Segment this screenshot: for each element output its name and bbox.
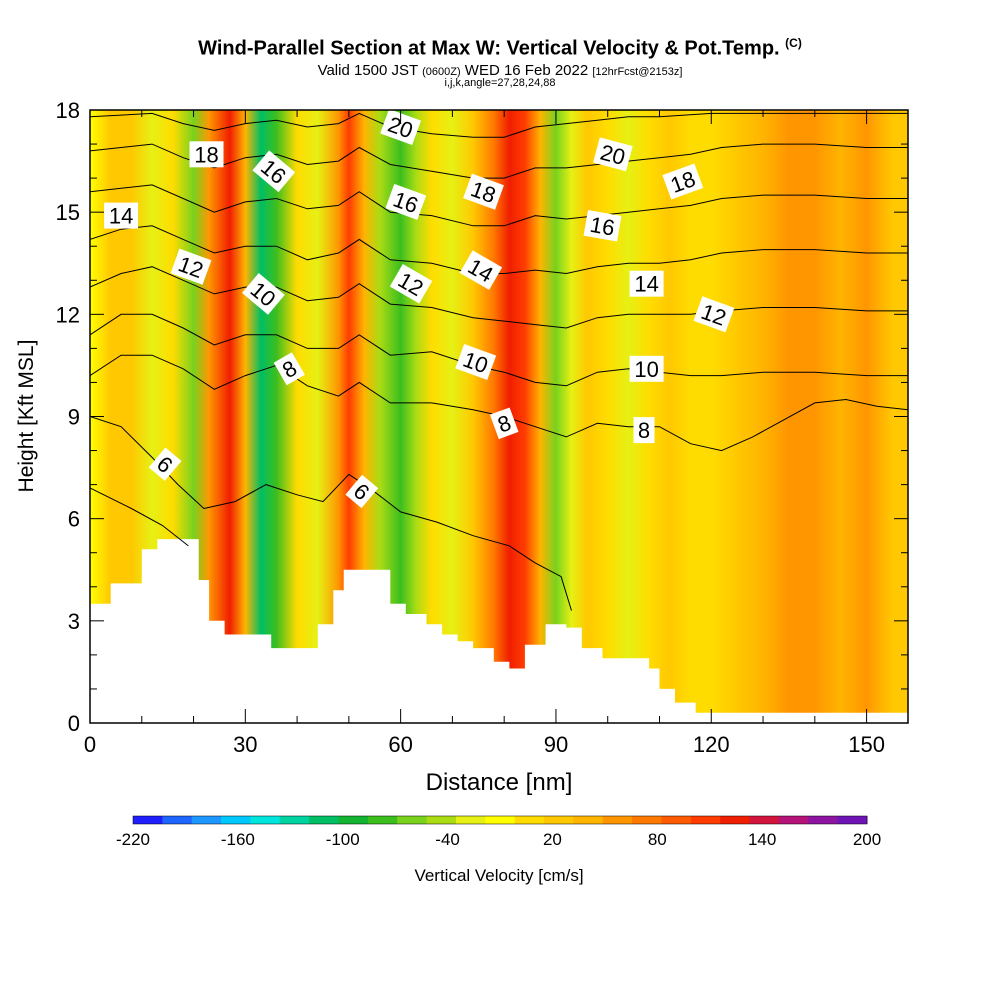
axis-ticks: 0 30 60 90 120 150 0 3 6 9 12 15 18 — [56, 98, 908, 757]
contour-label-text: 14 — [109, 204, 133, 229]
contour-label-20: 20 — [593, 137, 633, 172]
y-tick-label: 9 — [68, 405, 80, 430]
x-axis-label: Distance [nm] — [426, 769, 573, 796]
y-tick-label: 12 — [56, 302, 80, 327]
colorbar-swatch — [367, 816, 398, 824]
colorbar-swatch — [485, 816, 516, 824]
colorbar-tick-label: -160 — [221, 830, 255, 849]
colorbar-swatch — [778, 816, 809, 824]
title-suffix: (C) — [785, 36, 802, 50]
colorbar-swatch — [338, 816, 369, 824]
isentrope-16 — [90, 184, 908, 227]
y-tick-label: 6 — [68, 507, 80, 532]
chart-title: Wind-Parallel Section at Max W: Vertical… — [198, 36, 802, 60]
x-tick-label: 30 — [233, 732, 257, 757]
contour-label-text: 10 — [634, 357, 658, 382]
colorbar-swatch — [808, 816, 839, 824]
colorbar-swatch — [514, 816, 545, 824]
colorbar-swatch — [690, 816, 721, 824]
colorbar-tick-label: 20 — [543, 830, 562, 849]
isentrope-6 — [90, 416, 572, 611]
x-tick-label: 150 — [848, 732, 885, 757]
colorbar-tick-label: -220 — [116, 830, 150, 849]
colorbar-swatch — [191, 816, 222, 824]
x-tick-label: 0 — [84, 732, 96, 757]
isentrope-6 — [90, 487, 189, 547]
contour-label-18: 18 — [189, 141, 224, 168]
contour-label-8: 8 — [633, 417, 655, 444]
y-tick-label: 0 — [68, 711, 80, 736]
colorbar-swatch — [162, 816, 193, 824]
colorbar-swatch — [602, 816, 633, 824]
colorbar-label: Vertical Velocity [cm/s] — [414, 866, 583, 885]
y-tick-label: 3 — [68, 609, 80, 634]
x-tick-label: 90 — [544, 732, 568, 757]
contour-label-10: 10 — [629, 355, 664, 382]
contour-label-12: 12 — [170, 248, 212, 285]
contour-label-text: 14 — [634, 272, 658, 297]
colorbar-swatch — [426, 816, 457, 824]
colorbar-swatch — [221, 816, 251, 824]
colorbar-swatch — [133, 816, 163, 824]
colorbar-tick-label: -100 — [326, 830, 360, 849]
contour-label-14: 14 — [104, 202, 139, 229]
colorbar-swatch — [279, 816, 310, 824]
colorbar-swatch — [573, 816, 604, 824]
contour-label-8: 8 — [489, 407, 519, 440]
colorbar-tick-label: 140 — [748, 830, 776, 849]
colorbar-swatch — [661, 816, 692, 824]
contour-label-16: 16 — [583, 210, 622, 242]
colorbar-swatch — [397, 816, 428, 824]
contour-label-text: 8 — [638, 418, 650, 443]
chart-subtitle: Valid 1500 JST (0600Z) WED 16 Feb 2022 [… — [317, 62, 683, 79]
colorbar-swatch — [837, 816, 868, 824]
contour-label-14: 14 — [629, 270, 664, 297]
contour-label-8: 8 — [273, 352, 305, 386]
y-tick-label: 15 — [56, 200, 80, 225]
colorbar-swatch — [749, 816, 780, 824]
colorbar-swatch — [455, 816, 486, 824]
colorbar: -220 -160 -100 -40 20 80 140 200 — [116, 815, 881, 849]
grid-note: i,j,k,angle=27,28,24,88 — [444, 77, 556, 89]
x-tick-label: 60 — [388, 732, 412, 757]
contour-label-text: 18 — [194, 142, 218, 167]
x-tick-label: 120 — [693, 732, 730, 757]
colorbar-swatch — [720, 816, 751, 824]
colorbar-swatch — [544, 816, 574, 824]
y-tick-label: 18 — [56, 98, 80, 123]
colorbar-swatch — [250, 816, 281, 824]
colorbar-tick-label: 80 — [648, 830, 667, 849]
contour-label-text: 16 — [588, 212, 616, 241]
y-axis-label: Height [Kft MSL] — [15, 340, 38, 493]
colorbar-tick-label: 200 — [853, 830, 881, 849]
colorbar-swatch — [309, 816, 340, 824]
colorbar-tick-label: -40 — [435, 830, 460, 849]
terrain-mask — [90, 539, 908, 723]
terrain — [90, 539, 908, 723]
colorbar-swatch — [632, 816, 662, 824]
